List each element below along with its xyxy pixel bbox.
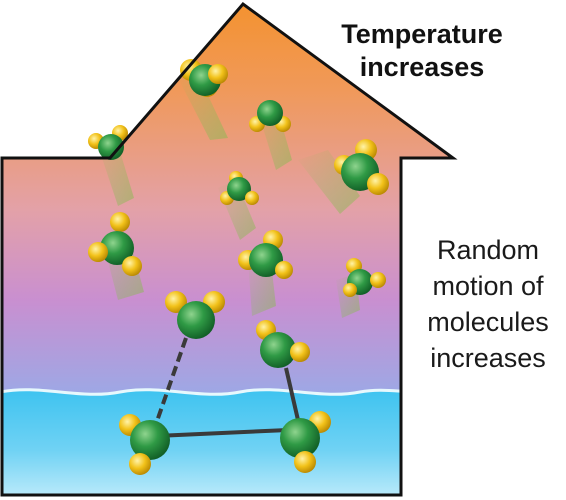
water-molecule bbox=[238, 230, 293, 279]
molecules bbox=[88, 59, 389, 475]
water-molecule bbox=[280, 411, 331, 473]
water-molecule bbox=[249, 100, 291, 132]
hydrogen-bond bbox=[154, 337, 188, 425]
hydrogen-bond bbox=[155, 428, 289, 438]
water-molecule bbox=[88, 125, 128, 160]
temperature-label-line: increases bbox=[359, 52, 485, 82]
water-molecule bbox=[343, 258, 386, 297]
water-molecule bbox=[165, 291, 225, 339]
random-motion-label-line: motion of bbox=[432, 271, 544, 301]
hydrogen-bond bbox=[284, 367, 300, 421]
random-motion-label-line: molecules bbox=[427, 307, 549, 337]
random-motion-label-line: increases bbox=[430, 343, 546, 373]
water-molecule bbox=[334, 139, 389, 195]
temperature-label: Temperature increases bbox=[312, 18, 532, 84]
motion-trail bbox=[298, 150, 360, 214]
house-outline bbox=[0, 1, 458, 497]
temperature-label-line: Temperature bbox=[341, 19, 503, 49]
water-molecule bbox=[119, 414, 170, 475]
water-molecule bbox=[220, 171, 259, 205]
water-surface-wave bbox=[2, 388, 421, 396]
water-molecule bbox=[256, 320, 310, 368]
water-body bbox=[2, 389, 420, 495]
water-molecule bbox=[180, 59, 228, 97]
motion-trail bbox=[178, 74, 228, 140]
water-molecule bbox=[88, 212, 142, 276]
hydrogen-bonds bbox=[154, 337, 300, 438]
random-motion-label: Random motion of molecules increases bbox=[410, 232, 566, 376]
random-motion-label-line: Random bbox=[436, 235, 540, 265]
